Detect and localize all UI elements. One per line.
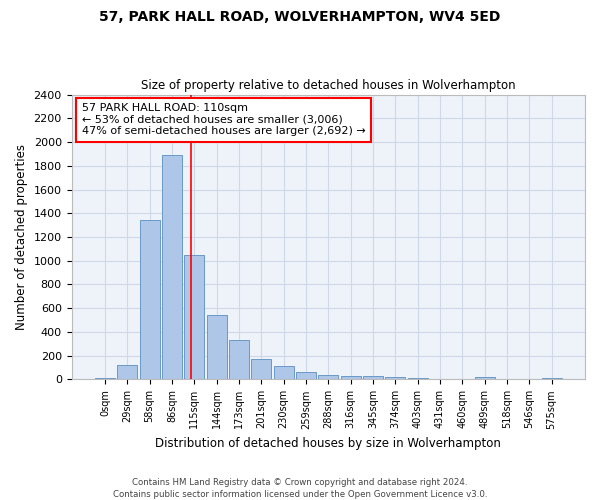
Text: 57, PARK HALL ROAD, WOLVERHAMPTON, WV4 5ED: 57, PARK HALL ROAD, WOLVERHAMPTON, WV4 5… bbox=[100, 10, 500, 24]
Bar bbox=[296, 372, 316, 380]
Bar bbox=[385, 377, 406, 380]
Title: Size of property relative to detached houses in Wolverhampton: Size of property relative to detached ho… bbox=[141, 79, 515, 92]
Bar bbox=[184, 256, 205, 380]
Bar bbox=[229, 340, 249, 380]
Bar bbox=[140, 220, 160, 380]
Y-axis label: Number of detached properties: Number of detached properties bbox=[15, 144, 28, 330]
Bar bbox=[542, 378, 562, 380]
Bar bbox=[318, 374, 338, 380]
Bar bbox=[274, 366, 293, 380]
Bar bbox=[363, 376, 383, 380]
Bar bbox=[162, 155, 182, 380]
Bar bbox=[475, 377, 494, 380]
Bar bbox=[117, 364, 137, 380]
Text: Contains HM Land Registry data © Crown copyright and database right 2024.
Contai: Contains HM Land Registry data © Crown c… bbox=[113, 478, 487, 499]
Bar bbox=[206, 315, 227, 380]
Text: 57 PARK HALL ROAD: 110sqm
← 53% of detached houses are smaller (3,006)
47% of se: 57 PARK HALL ROAD: 110sqm ← 53% of detac… bbox=[82, 103, 365, 136]
Bar bbox=[407, 378, 428, 380]
Bar bbox=[95, 378, 115, 380]
X-axis label: Distribution of detached houses by size in Wolverhampton: Distribution of detached houses by size … bbox=[155, 437, 501, 450]
Bar bbox=[251, 360, 271, 380]
Bar bbox=[341, 376, 361, 380]
